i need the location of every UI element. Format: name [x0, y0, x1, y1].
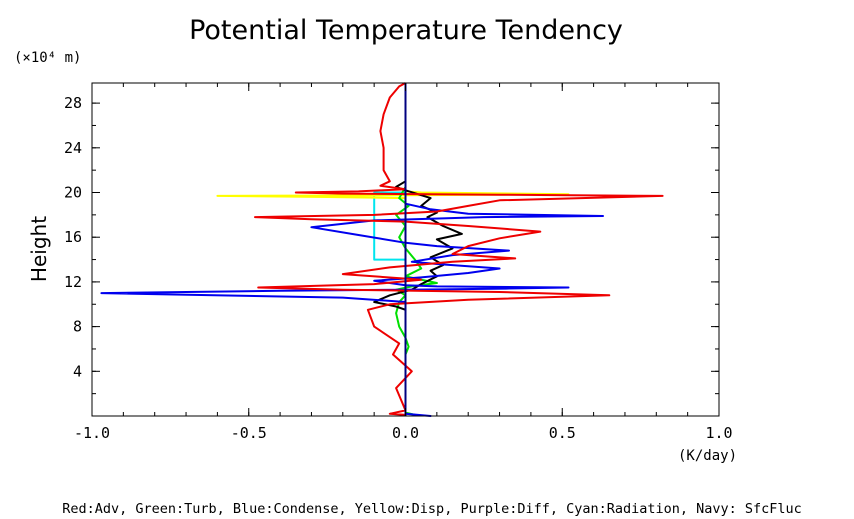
series-line-black	[373, 83, 463, 416]
x-tick-label: 1.0	[705, 424, 732, 442]
series-line-blue-condense	[100, 83, 604, 417]
x-units-label: (K/day)	[678, 448, 737, 464]
series-layer	[100, 82, 664, 417]
x-tick-label: -1.0	[74, 424, 110, 442]
y-axis-label: Height	[27, 216, 51, 282]
axis-layer: -1.0 -0.5 0.0 0.5 1.0 4 8 12 16 20 24 28	[64, 82, 733, 442]
series-line-cyan-radiation	[373, 83, 407, 416]
y-tick-label: 4	[73, 362, 82, 380]
y-tick-label: 20	[64, 184, 82, 202]
series-line-red-adv	[254, 82, 664, 416]
x-tick-label: 0.5	[549, 424, 576, 442]
x-tick-label: 0.0	[392, 424, 419, 442]
y-tick-label: 28	[64, 94, 82, 112]
y-tick-label: 24	[64, 139, 82, 157]
y-tick-label: 8	[73, 318, 82, 336]
x-tick-label: -0.5	[231, 424, 267, 442]
legend-caption: Red:Adv, Green:Turb, Blue:Condense, Yell…	[62, 501, 802, 517]
series-line-green-turb	[395, 83, 438, 416]
y-tick-label: 12	[64, 273, 82, 291]
y-tick-label: 16	[64, 228, 82, 246]
series-line-yellow-disp	[216, 83, 570, 416]
y-units-label: (×10⁴ m)	[14, 50, 81, 66]
chart-title: Potential Temperature Tendency	[189, 15, 623, 46]
